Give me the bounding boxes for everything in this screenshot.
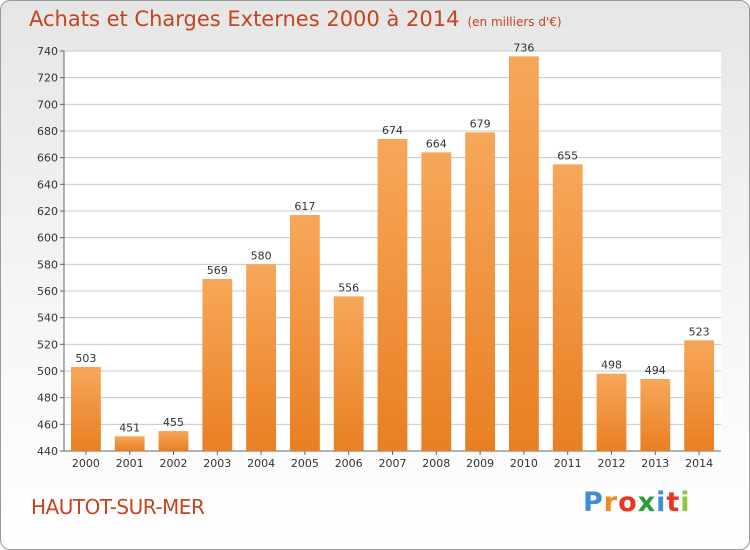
chart-title-text: Achats et Charges Externes 2000 à 2014 (29, 7, 460, 31)
bar-2013 (640, 379, 671, 451)
x-tick-label-2014: 2014 (685, 457, 713, 470)
y-tick-label: 720 (37, 72, 58, 85)
bar-2002 (158, 431, 189, 451)
y-tick-label: 620 (37, 205, 58, 218)
data-label-2005: 617 (294, 200, 315, 213)
chart-subtitle: (en milliers d'€) (467, 15, 562, 29)
y-tick-label: 640 (37, 178, 58, 191)
bar-2004 (246, 264, 276, 451)
y-tick-label: 540 (37, 312, 58, 325)
data-label-2009: 679 (470, 117, 491, 130)
bar-2003 (202, 279, 233, 451)
logo-letter: i (680, 487, 691, 518)
bar-2001 (114, 436, 145, 451)
x-tick-label-2007: 2007 (379, 457, 407, 470)
bar-2005 (290, 215, 320, 451)
x-tick-label-2004: 2004 (247, 457, 275, 470)
bar-2014 (684, 340, 714, 451)
data-label-2010: 736 (513, 41, 534, 54)
data-label-2008: 664 (426, 137, 447, 150)
bar-2012 (596, 373, 627, 451)
bar-2011 (552, 164, 583, 452)
data-label-2013: 494 (645, 364, 666, 377)
y-tick-label: 560 (37, 285, 58, 298)
data-label-2007: 674 (382, 124, 403, 137)
logo-letter: i (656, 487, 667, 518)
bar-2010 (509, 56, 539, 452)
logo-letter: P (583, 487, 604, 518)
bar-2006 (333, 296, 364, 451)
y-tick-label: 700 (37, 98, 58, 111)
logo-letter: x (637, 487, 657, 518)
x-tick-label-2000: 2000 (72, 457, 100, 470)
y-tick-label: 600 (37, 232, 58, 245)
bar-2000 (71, 367, 101, 451)
y-tick-label: 500 (37, 365, 58, 378)
y-tick-label: 460 (37, 418, 58, 431)
data-label-2001: 451 (119, 421, 140, 434)
x-tick-label-2011: 2011 (554, 457, 582, 470)
x-tick-label-2010: 2010 (510, 457, 538, 470)
data-label-2004: 580 (251, 249, 272, 262)
x-tick-label-2009: 2009 (466, 457, 494, 470)
y-tick-label: 680 (37, 125, 58, 138)
y-tick-label: 480 (37, 392, 58, 405)
place-name: HAUTOT-SUR-MER (31, 495, 205, 519)
proxiti-logo: Proxiti (583, 487, 691, 518)
y-tick-label: 740 (37, 45, 58, 58)
data-label-2011: 655 (557, 149, 578, 162)
x-tick-label-2002: 2002 (160, 457, 188, 470)
x-tick-label-2005: 2005 (291, 457, 319, 470)
data-label-2012: 498 (601, 359, 622, 372)
x-tick-label-2013: 2013 (641, 457, 669, 470)
data-label-2002: 455 (163, 416, 184, 429)
y-tick-label: 440 (37, 445, 58, 458)
data-label-2014: 523 (689, 325, 710, 338)
y-tick-label: 580 (37, 258, 58, 271)
chart-title: Achats et Charges Externes 2000 à 2014 (e… (29, 7, 562, 31)
bar-2007 (377, 139, 408, 451)
x-tick-label-2003: 2003 (203, 457, 231, 470)
bar-2008 (421, 152, 452, 452)
bar-2009 (465, 132, 495, 452)
data-label-2000: 503 (75, 352, 96, 365)
data-label-2006: 556 (338, 281, 359, 294)
data-label-2003: 569 (207, 264, 228, 277)
x-tick-label-2008: 2008 (422, 457, 450, 470)
logo-letter: r (603, 487, 619, 518)
x-tick-label-2012: 2012 (598, 457, 626, 470)
y-tick-label: 520 (37, 338, 58, 351)
logo-letter: t (666, 487, 681, 518)
x-tick-label-2001: 2001 (116, 457, 144, 470)
x-tick-label-2006: 2006 (335, 457, 363, 470)
logo-letter: o (618, 487, 638, 518)
y-tick-label: 660 (37, 152, 58, 165)
